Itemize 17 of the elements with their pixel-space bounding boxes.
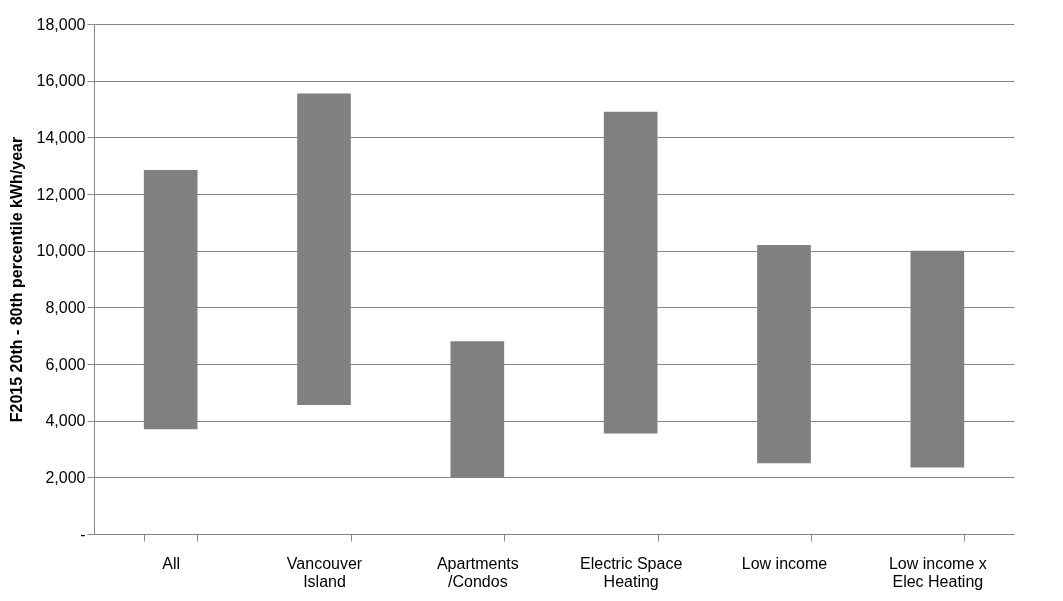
y-tick-label: 4,000	[45, 412, 86, 430]
y-tick-label: -	[80, 525, 86, 543]
x-tick-label: Low income	[741, 554, 828, 572]
y-axis-title: F2015 20th - 80th percentile kWh/year	[7, 136, 25, 423]
y-tick-label: 10,000	[36, 242, 86, 260]
x-tick-label: Low income x Elec Heating	[888, 554, 987, 590]
y-tick-label: 8,000	[45, 298, 86, 316]
x-tick-label: Vancouver Island	[286, 554, 363, 590]
y-tick-label: 12,000	[36, 185, 86, 203]
y-tick-label: 16,000	[36, 72, 86, 90]
y-tick-label: 14,000	[36, 128, 86, 146]
y-tick-label: 18,000	[36, 15, 86, 33]
x-tick-label: All	[162, 554, 181, 572]
x-tick-label: Apartments /Condos	[436, 554, 519, 590]
y-tick-label: 2,000	[45, 468, 86, 486]
y-tick-label: 6,000	[45, 355, 86, 373]
x-tick-label: Electric Space Heating	[580, 554, 683, 590]
